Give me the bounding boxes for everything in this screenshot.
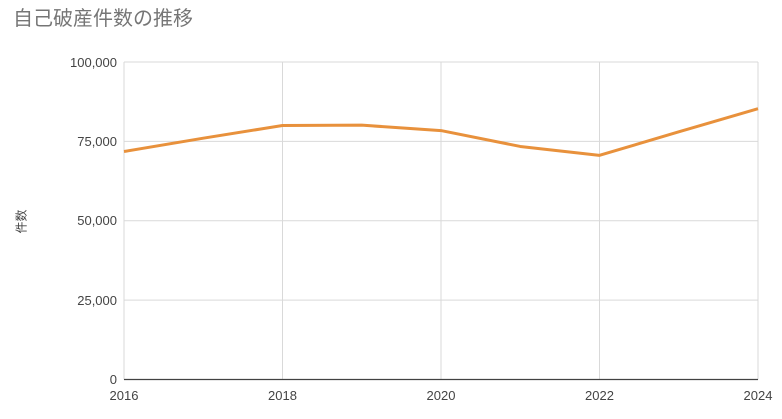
y-axis-title: 件数 xyxy=(14,209,29,234)
y-tick-label: 0 xyxy=(109,372,117,387)
x-tick-label: 2016 xyxy=(109,388,139,403)
chart-title: 自己破産件数の推移 xyxy=(13,8,193,30)
gridlines xyxy=(123,61,759,380)
x-tick-label: 2020 xyxy=(426,388,456,403)
x-tick-label: 2018 xyxy=(268,388,297,403)
y-tick-label: 25,000 xyxy=(77,292,117,308)
y-tick-label: 100,000 xyxy=(70,54,117,70)
x-tick-label: 2022 xyxy=(585,388,614,403)
y-tick-label: 75,000 xyxy=(77,133,117,149)
y-tick-label: 50,000 xyxy=(77,213,117,229)
series-lines xyxy=(123,107,759,157)
series-line xyxy=(123,107,759,157)
x-tick-label: 2024 xyxy=(743,388,773,403)
